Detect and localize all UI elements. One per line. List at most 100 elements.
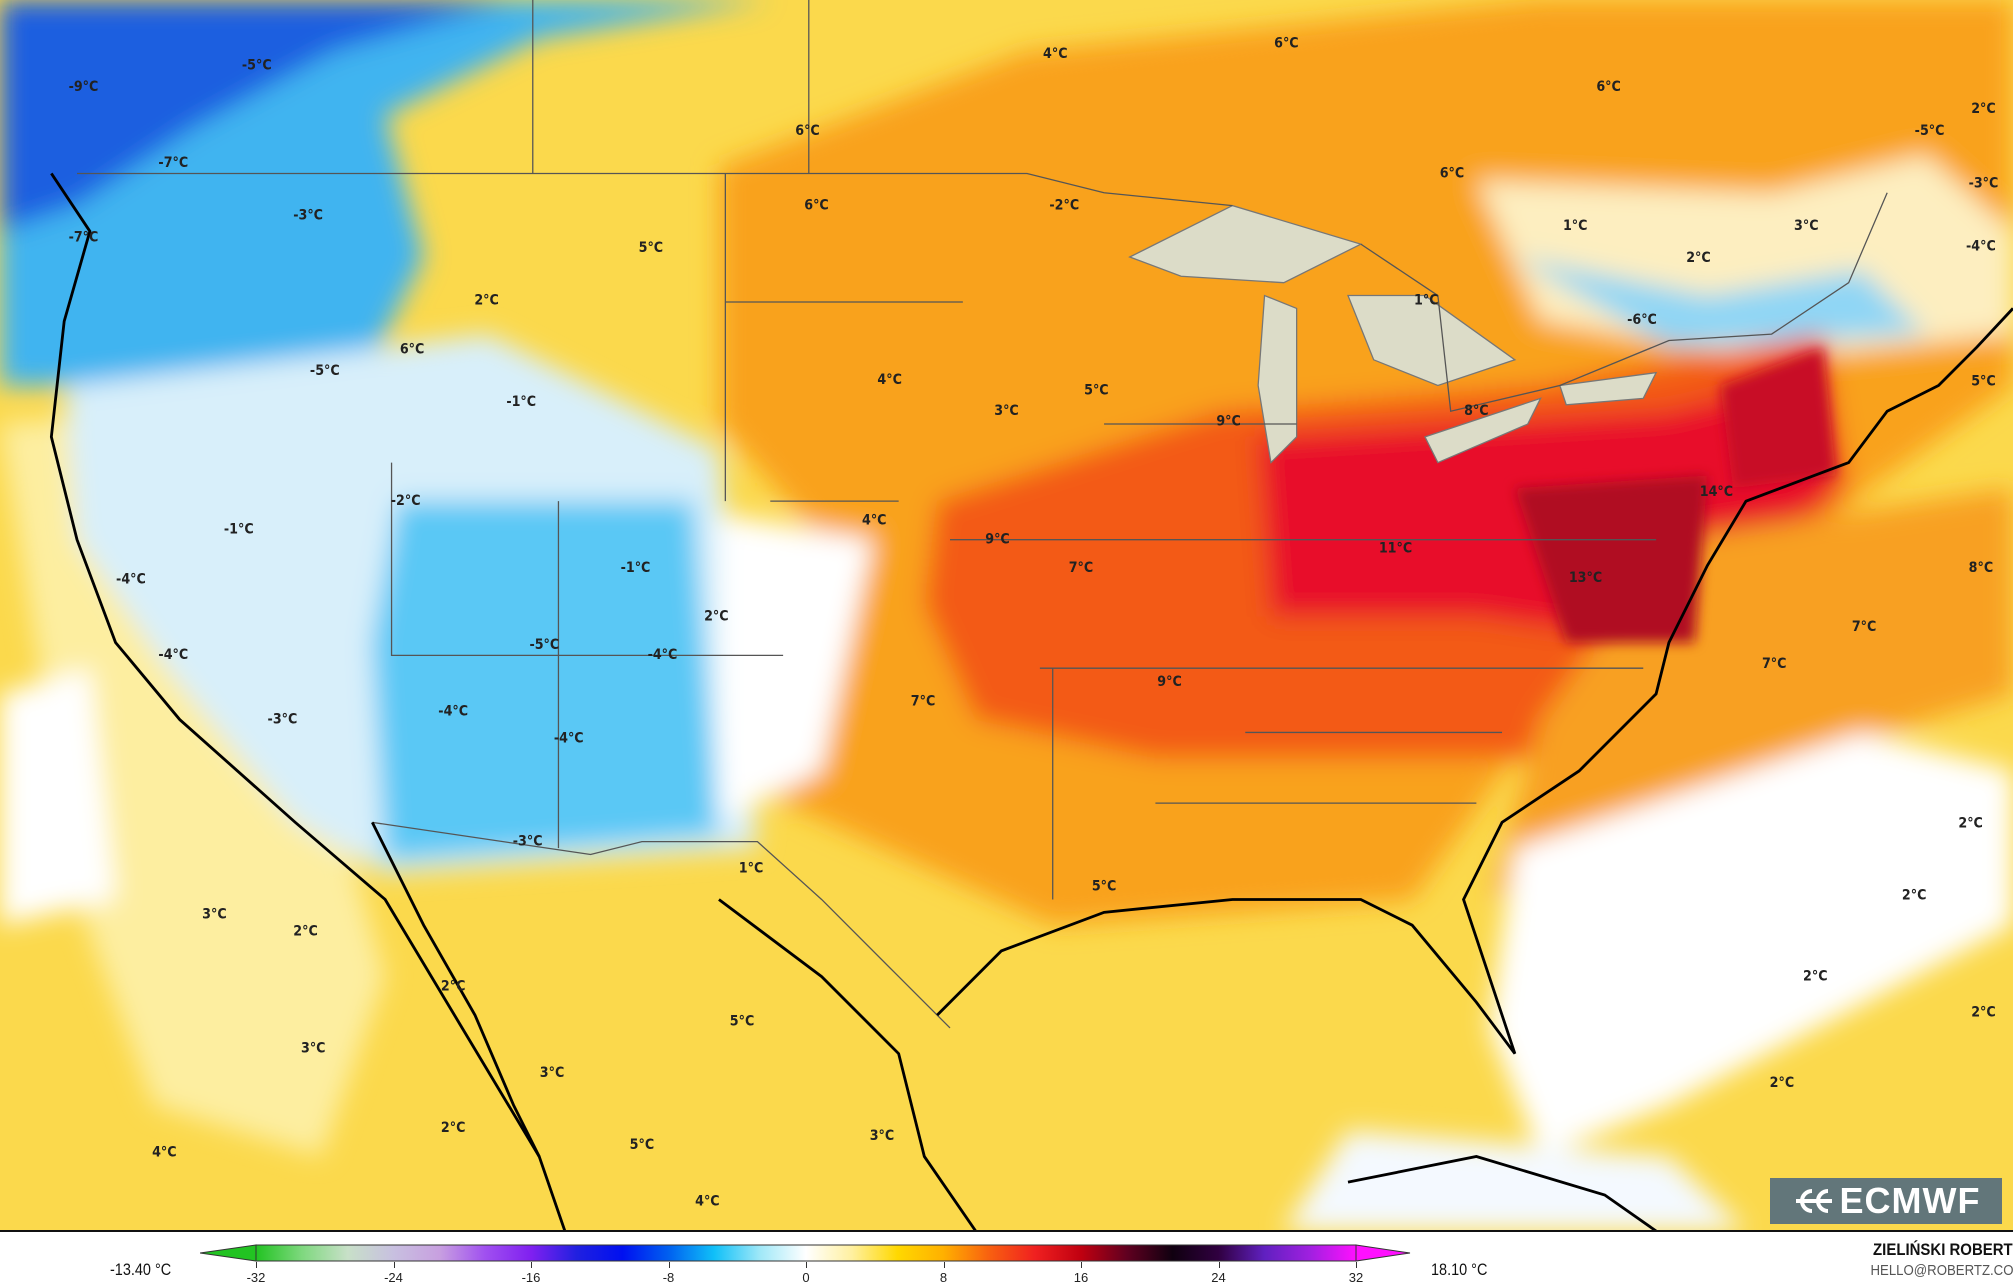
colorbar-tick-mark <box>1081 1262 1082 1268</box>
temperature-label: -5°C <box>242 57 272 73</box>
borders <box>77 0 1888 1029</box>
temperature-label: -1°C <box>621 560 651 576</box>
temperature-label: -2°C <box>391 493 421 509</box>
author-email: HELLO@ROBERTZ.CO <box>1870 1262 2013 1279</box>
temperature-anomaly-map: -9°C -5°C 4°C 6°C 6°C 2°C -5°C -7°C 6°C -3°C -7°C -… <box>0 0 2013 1231</box>
atlantic-white <box>1489 732 2013 1157</box>
colorbar-tick-label: -24 <box>384 1270 403 1285</box>
temperature-label: -9°C <box>69 79 99 95</box>
min-value: -13.40 °C <box>110 1260 172 1279</box>
temperature-label: 6°C <box>1596 79 1620 95</box>
ecmwf-logo-text: ECMWF <box>1839 1180 1981 1221</box>
temperature-label: 5°C <box>1084 382 1108 398</box>
colorbar-left-arrow <box>200 1244 257 1262</box>
colorbar-right-arrow <box>1355 1244 1411 1262</box>
temperature-label: 11°C <box>1379 541 1412 557</box>
temperature-label: 2°C <box>474 293 498 309</box>
temperature-label: 2°C <box>1958 816 1982 832</box>
temperature-label: -5°C <box>310 363 340 379</box>
colorbar-legend: -13.40 °C -32 -24 -16 -8 0 8 16 24 32 18.10 °C Z… <box>0 1232 2013 1287</box>
temperature-label: 2°C <box>1803 968 1827 984</box>
temperature-label: 6°C <box>795 123 819 139</box>
light-yellow-west <box>0 411 386 1157</box>
temperature-label: 5°C <box>630 1137 654 1153</box>
temperature-label: -2°C <box>1049 197 1079 213</box>
temperature-label: -7°C <box>158 155 188 171</box>
temperature-label: 3°C <box>301 1040 325 1056</box>
map-bottom-border <box>0 1230 2013 1232</box>
caribbean-white <box>1283 1130 1746 1231</box>
colorbar-tick-mark <box>943 1262 945 1268</box>
max-value: 18.10 °C <box>1431 1260 1488 1279</box>
temperature-label: 3°C <box>540 1065 564 1081</box>
temperature-label: -5°C <box>529 637 559 653</box>
colorbar-tick-label: 0 <box>802 1270 810 1285</box>
white-west-ocean <box>0 668 116 926</box>
ecmwf-swirl-icon <box>1795 1189 1832 1213</box>
temperature-label: 7°C <box>1069 560 1093 576</box>
temperature-label: -7°C <box>69 230 99 246</box>
temperature-label: 7°C <box>1762 656 1786 672</box>
temperature-label: -3°C <box>293 208 323 224</box>
temperature-label: -3°C <box>1969 176 1999 192</box>
temperature-label: 3°C <box>1794 218 1818 234</box>
temperature-label: 14°C <box>1700 484 1733 500</box>
temperature-label: 2°C <box>441 979 465 995</box>
colorbar-tick-mark <box>1218 1262 1220 1268</box>
temperature-label: 13°C <box>1569 570 1602 586</box>
temperature-label: 5°C <box>1092 878 1116 894</box>
temperature-label: 4°C <box>1043 46 1067 62</box>
temperature-label: 3°C <box>994 403 1018 419</box>
ecmwf-logo: ECMWF <box>1770 1178 2002 1224</box>
temperature-label: -4°C <box>1966 239 1996 255</box>
temperature-label: 4°C <box>695 1193 719 1209</box>
dark-red-mid-atlantic <box>1514 475 1708 643</box>
temperature-label: 2°C <box>1686 250 1710 266</box>
temperature-label: 6°C <box>400 341 424 357</box>
deep-blue-northwest <box>0 0 514 232</box>
temperature-label: -4°C <box>438 704 468 720</box>
colorbar-tick-label: -8 <box>662 1270 675 1285</box>
colorbar-tick-mark <box>393 1262 395 1268</box>
temperature-label: 9°C <box>1157 674 1181 690</box>
temperature-label: 2°C <box>441 1120 465 1136</box>
temperature-label: -4°C <box>648 647 678 663</box>
temperature-label: 1°C <box>1414 293 1438 309</box>
colorbar-tick-label: 8 <box>939 1270 948 1285</box>
temperature-label: 7°C <box>1852 619 1876 635</box>
temperature-label: 1°C <box>1563 218 1587 234</box>
atlantic-orange-band <box>1489 488 2013 900</box>
temperature-label: -4°C <box>158 647 188 663</box>
temperature-label: 2°C <box>704 609 728 625</box>
temperature-label: -5°C <box>1915 123 1945 139</box>
colorbar-tick-mark <box>668 1262 670 1268</box>
temperature-label: -3°C <box>513 834 543 850</box>
temperature-label: 3°C <box>870 1128 894 1144</box>
temperature-label: -3°C <box>268 711 298 727</box>
temperature-label: 9°C <box>985 532 1009 548</box>
coastlines <box>49 172 2013 1231</box>
colorbar-tick-label: 16 <box>1073 1270 1089 1285</box>
temperature-label: 1°C <box>739 860 763 876</box>
blue-canada-east <box>1514 256 1926 347</box>
temperature-label: 4°C <box>862 512 886 528</box>
colorbar-tick-label: -16 <box>521 1270 541 1285</box>
temperature-label: 6°C <box>804 197 828 213</box>
colorbar <box>200 1244 1411 1262</box>
author-credit: ZIELIŃSKI ROBERT <box>1873 1240 2013 1259</box>
temperature-label: 8°C <box>1464 403 1488 419</box>
temperature-label: 9°C <box>1216 413 1240 429</box>
temperature-label: 2°C <box>1971 1004 1995 1020</box>
temperature-label: 2°C <box>1971 101 1995 117</box>
temperature-label: -6°C <box>1627 312 1657 328</box>
temperature-label: 6°C <box>1440 165 1464 181</box>
temperature-label: 4°C <box>152 1144 176 1160</box>
temperature-label: -1°C <box>224 521 254 537</box>
colorbar-tick-label: 24 <box>1211 1270 1226 1285</box>
temperature-label: 3°C <box>202 907 226 923</box>
colorbar-tick-mark <box>531 1262 532 1268</box>
great-lakes <box>1128 204 1658 464</box>
colorbar-tick-label: 32 <box>1348 1270 1364 1285</box>
colorbar-tick-label: -32 <box>246 1270 266 1285</box>
temperature-label: -4°C <box>554 731 584 747</box>
